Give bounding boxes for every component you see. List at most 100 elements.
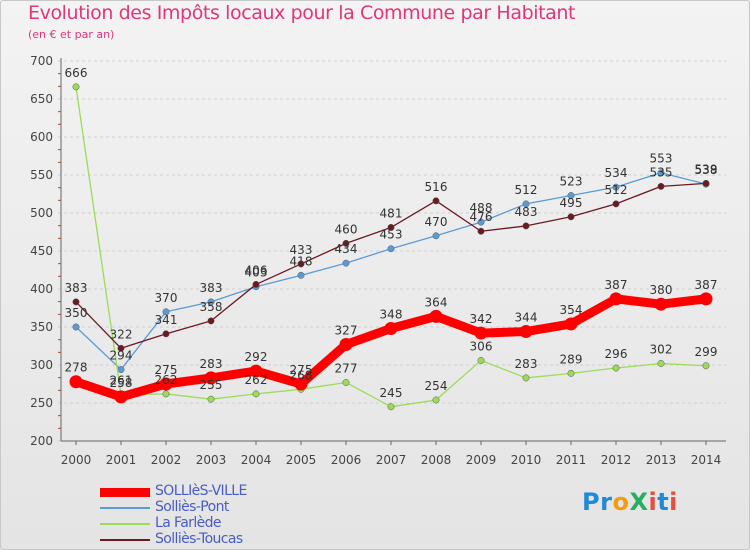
data-point [72, 83, 80, 91]
y-tick-label: 300 [30, 358, 53, 372]
data-point [162, 308, 170, 316]
legend-item: Solliès-Toucas [100, 531, 320, 548]
data-point [342, 379, 350, 386]
data-point [477, 218, 485, 226]
legend-label: La Farlède [155, 515, 222, 531]
legend-item: SOLLIèS-VILLE [100, 483, 320, 500]
x-tick-label: 2012 [601, 453, 632, 467]
data-label: 666 [65, 66, 88, 80]
data-label: 344 [515, 311, 538, 325]
data-point [69, 375, 83, 389]
data-label: 553 [650, 152, 673, 166]
data-label: 483 [515, 205, 538, 219]
data-point [699, 292, 713, 306]
data-label: 523 [560, 175, 583, 189]
data-label: 383 [200, 281, 223, 295]
x-tick-label: 2001 [106, 453, 137, 467]
data-point [207, 298, 215, 306]
data-label: 433 [290, 243, 313, 257]
data-point [612, 183, 620, 191]
x-tick-label: 2003 [196, 453, 227, 467]
legend-label: Solliès-Toucas [155, 531, 243, 547]
data-label: 254 [425, 379, 448, 393]
legend-label: SOLLIèS-VILLE [155, 483, 247, 499]
x-tick-label: 2009 [466, 453, 497, 467]
series-line [75, 172, 707, 371]
data-point [522, 374, 530, 382]
data-label: 387 [605, 278, 628, 292]
legend-swatch [100, 507, 150, 509]
data-point [657, 182, 665, 190]
data-label-layer: 278 258 275 283 292 275 327 348 364 342 344 354 387 3… [65, 66, 718, 400]
data-label: 481 [380, 206, 403, 220]
data-label: 262 [155, 373, 178, 387]
data-point [297, 260, 305, 268]
data-label: 275 [155, 363, 178, 377]
data-label: 258 [110, 376, 133, 390]
y-tick-label: 250 [30, 396, 53, 410]
data-label: 476 [470, 210, 493, 224]
data-label: 277 [335, 361, 358, 375]
series-SOLLIèS-VILLE [69, 292, 713, 404]
data-point [567, 369, 575, 377]
y-tick-label: 600 [30, 130, 53, 144]
data-label: 538 [695, 163, 718, 177]
y-tick-label: 500 [30, 206, 53, 220]
x-tick-label: 2000 [61, 453, 92, 467]
data-label: 275 [290, 363, 313, 377]
x-tick-label: 2004 [241, 453, 272, 467]
data-point [252, 390, 260, 398]
data-label: 370 [155, 291, 178, 305]
series-Solliès-Pont [72, 169, 710, 374]
data-label: 534 [605, 166, 628, 180]
data-point [432, 232, 440, 240]
chart-subtitle: (en € et par an) [28, 28, 115, 41]
data-label: 535 [650, 165, 673, 179]
data-point [162, 390, 170, 398]
data-label: 278 [65, 361, 88, 375]
y-tick-label: 550 [30, 168, 53, 182]
data-label: 350 [65, 306, 88, 320]
series-La Farlède [72, 83, 710, 411]
legend-item: La Farlède [100, 515, 320, 532]
x-tick-label: 2011 [556, 453, 587, 467]
data-point [429, 309, 443, 323]
axis-layer: 200 250 300 350 400 450 500 550 600 650 700 2000 200… [30, 54, 726, 467]
legend: SOLLIèS-VILLE Solliès-Pont La Farlède Solli… [100, 483, 320, 548]
y-tick-label: 350 [30, 320, 53, 334]
data-label: 261 [110, 374, 133, 388]
data-label: 512 [605, 183, 628, 197]
data-point [159, 377, 173, 391]
data-point [567, 192, 575, 199]
data-point [657, 169, 665, 177]
data-label: 434 [335, 242, 358, 256]
data-point [519, 325, 533, 339]
data-point [612, 364, 620, 372]
y-tick-label: 200 [30, 434, 53, 448]
data-point [387, 403, 395, 411]
data-point [117, 344, 125, 352]
x-tick-label: 2014 [691, 453, 722, 467]
data-point [702, 179, 710, 187]
data-label: 289 [560, 352, 583, 366]
data-label: 539 [695, 162, 718, 176]
series-layer [69, 83, 713, 411]
data-label: 327 [335, 323, 358, 337]
data-label: 292 [245, 350, 268, 364]
x-tick-label: 2007 [376, 453, 407, 467]
y-tick-label: 650 [30, 92, 53, 106]
y-tick-label: 400 [30, 282, 53, 296]
data-point [384, 322, 398, 336]
data-label: 387 [695, 278, 718, 292]
data-label: 294 [110, 349, 133, 363]
data-point [609, 292, 623, 306]
x-tick-label: 2010 [511, 453, 542, 467]
x-tick-label: 2013 [646, 453, 677, 467]
data-label: 262 [245, 373, 268, 387]
data-label: 516 [425, 180, 448, 194]
data-point [432, 197, 440, 205]
data-label: 322 [110, 327, 133, 341]
data-point [72, 323, 80, 331]
data-point [387, 245, 395, 253]
